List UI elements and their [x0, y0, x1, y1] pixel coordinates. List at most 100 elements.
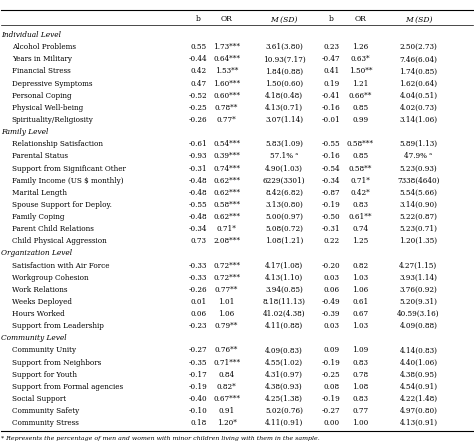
Text: 5.23(0.93): 5.23(0.93) — [400, 165, 438, 173]
Text: 0.74: 0.74 — [352, 225, 368, 233]
Text: 4.14(0.83): 4.14(0.83) — [400, 347, 438, 355]
Text: 4.09(0.88): 4.09(0.88) — [400, 322, 438, 330]
Text: 0.60***: 0.60*** — [213, 92, 240, 100]
Text: b: b — [329, 15, 334, 23]
Text: -0.48: -0.48 — [189, 177, 208, 185]
Text: 0.72***: 0.72*** — [213, 262, 240, 270]
Text: Family Coping: Family Coping — [12, 213, 64, 221]
Text: Organization Level: Organization Level — [1, 250, 73, 257]
Text: 4.55(1.02): 4.55(1.02) — [265, 359, 303, 367]
Text: -0.19: -0.19 — [322, 395, 341, 403]
Text: b: b — [196, 15, 201, 23]
Text: 0.18: 0.18 — [190, 419, 207, 427]
Text: 1.84(0.88): 1.84(0.88) — [265, 68, 303, 76]
Text: 0.62***: 0.62*** — [213, 177, 240, 185]
Text: 0.67: 0.67 — [352, 310, 368, 318]
Text: 4.97(0.80): 4.97(0.80) — [400, 407, 438, 415]
Text: 4.18(0.48): 4.18(0.48) — [265, 92, 303, 100]
Text: 1.03: 1.03 — [352, 322, 368, 330]
Text: OR: OR — [355, 15, 366, 23]
Text: 0.83: 0.83 — [353, 359, 368, 367]
Text: 4.13(0.91): 4.13(0.91) — [400, 419, 438, 427]
Text: -0.44: -0.44 — [189, 55, 208, 63]
Text: -0.40: -0.40 — [189, 395, 208, 403]
Text: -0.52: -0.52 — [189, 92, 208, 100]
Text: Community Safety: Community Safety — [12, 407, 79, 415]
Text: 0.85: 0.85 — [352, 104, 368, 112]
Text: 10.93(7.17): 10.93(7.17) — [263, 55, 306, 63]
Text: -0.16: -0.16 — [322, 104, 341, 112]
Text: Support for Youth: Support for Youth — [12, 371, 77, 379]
Text: Hours Worked: Hours Worked — [12, 310, 64, 318]
Text: 5.02(0.76): 5.02(0.76) — [265, 407, 303, 415]
Text: 3.14(0.90): 3.14(0.90) — [400, 201, 438, 209]
Text: 4.54(0.91): 4.54(0.91) — [400, 383, 438, 391]
Text: 0.03: 0.03 — [323, 322, 339, 330]
Text: -0.48: -0.48 — [189, 213, 208, 221]
Text: 3.93(1.14): 3.93(1.14) — [400, 274, 438, 282]
Text: Marital Length: Marital Length — [12, 189, 67, 197]
Text: Individual Level: Individual Level — [1, 31, 62, 39]
Text: -0.34: -0.34 — [322, 177, 340, 185]
Text: 1.09: 1.09 — [352, 347, 369, 355]
Text: -0.31: -0.31 — [189, 165, 208, 173]
Text: -0.87: -0.87 — [322, 189, 340, 197]
Text: Support from Neighbors: Support from Neighbors — [12, 359, 101, 367]
Text: 1.62(0.64): 1.62(0.64) — [400, 80, 438, 88]
Text: -0.19: -0.19 — [322, 359, 341, 367]
Text: 0.71*: 0.71* — [217, 225, 237, 233]
Text: 6229(3301): 6229(3301) — [263, 177, 305, 185]
Text: 1.08(1.21): 1.08(1.21) — [265, 237, 303, 245]
Text: Support from Leadership: Support from Leadership — [12, 322, 104, 330]
Text: 1.60***: 1.60*** — [213, 80, 240, 88]
Text: 0.74***: 0.74*** — [213, 165, 240, 173]
Text: Community Unity: Community Unity — [12, 347, 76, 355]
Text: 0.77: 0.77 — [352, 407, 368, 415]
Text: 0.64***: 0.64*** — [213, 55, 240, 63]
Text: 4.22(1.48): 4.22(1.48) — [400, 395, 438, 403]
Text: Physical Well-being: Physical Well-being — [12, 104, 83, 112]
Text: Personal Coping: Personal Coping — [12, 92, 72, 100]
Text: Workgroup Cohesion: Workgroup Cohesion — [12, 274, 88, 282]
Text: 0.76**: 0.76** — [215, 347, 238, 355]
Text: 0.67***: 0.67*** — [213, 395, 240, 403]
Text: 0.85: 0.85 — [352, 152, 368, 160]
Text: 4.09(0.83): 4.09(0.83) — [265, 347, 303, 355]
Text: 0.42*: 0.42* — [351, 189, 370, 197]
Text: -0.54: -0.54 — [322, 165, 340, 173]
Text: 1.08: 1.08 — [352, 383, 369, 391]
Text: 4.27(1.15): 4.27(1.15) — [399, 262, 438, 270]
Text: 0.62***: 0.62*** — [213, 189, 240, 197]
Text: 1.03: 1.03 — [352, 274, 368, 282]
Text: 1.74(0.85): 1.74(0.85) — [400, 68, 438, 76]
Text: 3.07(1.14): 3.07(1.14) — [265, 116, 303, 124]
Text: 4.40(1.06): 4.40(1.06) — [400, 359, 438, 367]
Text: 0.82: 0.82 — [352, 262, 368, 270]
Text: Parental Status: Parental Status — [12, 152, 68, 160]
Text: 3.94(0.85): 3.94(0.85) — [265, 286, 303, 294]
Text: 4.31(0.97): 4.31(0.97) — [265, 371, 303, 379]
Text: 1.53**: 1.53** — [215, 68, 238, 76]
Text: 0.09: 0.09 — [323, 347, 339, 355]
Text: 41.02(4.38): 41.02(4.38) — [263, 310, 305, 318]
Text: 4.90(1.03): 4.90(1.03) — [265, 165, 303, 173]
Text: -0.35: -0.35 — [189, 359, 208, 367]
Text: -0.19: -0.19 — [322, 201, 341, 209]
Text: -0.27: -0.27 — [189, 347, 208, 355]
Text: -0.48: -0.48 — [189, 189, 208, 197]
Text: 7.46(6.04): 7.46(6.04) — [400, 55, 438, 63]
Text: 1.00: 1.00 — [352, 419, 369, 427]
Text: 1.20(1.35): 1.20(1.35) — [400, 237, 438, 245]
Text: 0.58**: 0.58** — [349, 165, 372, 173]
Text: 8.18(11.13): 8.18(11.13) — [263, 298, 306, 306]
Text: -0.27: -0.27 — [322, 407, 340, 415]
Text: 1.73***: 1.73*** — [213, 43, 240, 51]
Text: 47.9% ᵃ: 47.9% ᵃ — [404, 152, 432, 160]
Text: Community Stress: Community Stress — [12, 419, 79, 427]
Text: 40.59(3.16): 40.59(3.16) — [397, 310, 440, 318]
Text: Social Support: Social Support — [12, 395, 66, 403]
Text: 2.50(2.73): 2.50(2.73) — [400, 43, 438, 51]
Text: OR: OR — [221, 15, 233, 23]
Text: 1.26: 1.26 — [352, 43, 369, 51]
Text: 0.03: 0.03 — [323, 274, 339, 282]
